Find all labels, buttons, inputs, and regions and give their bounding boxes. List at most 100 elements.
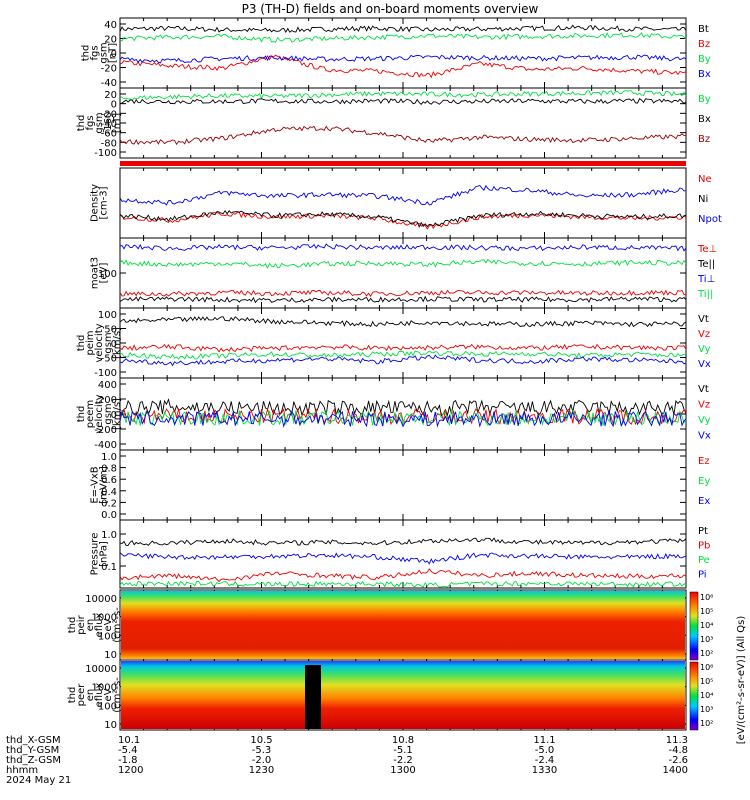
y-axis-label: thd <box>76 406 87 423</box>
y-tick-label: -400 <box>94 440 117 451</box>
series-line-Te|| <box>119 295 687 304</box>
footer-tick-label: -5.1 <box>393 745 413 756</box>
y-axis-label: E=-VxB <box>90 466 101 503</box>
legend-entry: Vy <box>698 415 711 426</box>
footer-tick-label: -5.3 <box>252 745 272 756</box>
colorbar-tick: 10⁴ <box>700 691 713 700</box>
footer-tick-label: 10.8 <box>392 735 414 746</box>
y-axis-label: peir <box>76 614 87 634</box>
y-tick-label: 0.0 <box>101 510 117 521</box>
panel-frame <box>119 449 687 521</box>
series-line-Npot <box>119 184 687 206</box>
series-line-Bz <box>119 54 687 79</box>
legend-entry: Bz <box>698 134 710 145</box>
legend-entry: Bt <box>698 24 709 35</box>
footer-row-label: thd_Z-GSM <box>6 755 61 766</box>
series-line-Vx <box>119 409 687 428</box>
legend-entry: Vt <box>698 314 709 325</box>
footer-tick-label: 1230 <box>249 765 274 776</box>
spectrogram <box>121 661 685 729</box>
series-line-Ne <box>119 211 687 230</box>
legend-entry: Pt <box>698 526 708 537</box>
y-axis-label: [km/s] <box>112 398 123 430</box>
y-tick-label: -40 <box>101 78 117 89</box>
mode-bar <box>120 161 686 166</box>
y-tick-label: 100 <box>98 701 117 712</box>
footer-tick-label: -5.4 <box>118 745 138 756</box>
figure-title: P3 (TH-D) fields and on-board moments ov… <box>242 2 539 16</box>
y-tick-label: 1.0 <box>101 530 117 541</box>
colorbar-tick: 10³ <box>700 705 713 714</box>
y-tick-label: 50 <box>104 325 117 336</box>
y-tick-label: 0.6 <box>101 475 117 486</box>
data-gap <box>305 665 321 729</box>
legend-entry: Vx <box>698 431 711 442</box>
colorbar-tick: 10³ <box>700 635 713 644</box>
footer-row-label: hhmm <box>6 765 38 776</box>
y-axis-label: fgs <box>85 115 96 130</box>
legend-entry: Ni <box>698 194 708 205</box>
y-axis-label: peem <box>85 400 96 428</box>
y-tick-label: 100 <box>98 631 117 642</box>
panel-frame <box>119 167 687 239</box>
footer-tick-label: -2.2 <box>393 755 413 766</box>
y-axis-label: en <box>85 689 96 702</box>
colorbar-bottom <box>689 661 699 731</box>
series-line-Vt <box>119 316 687 328</box>
footer-tick-label: -5.0 <box>535 745 555 756</box>
legend-entry: Ti|| <box>697 289 713 300</box>
y-tick-label: 0.8 <box>101 464 117 475</box>
y-tick-label: 1000 <box>92 683 117 694</box>
footer-tick-label: 1300 <box>390 765 415 776</box>
y-tick-label: -20 <box>101 64 117 75</box>
y-axis-label: [nT] <box>108 43 119 63</box>
y-tick-label: -40 <box>101 119 117 130</box>
y-tick-label: -200 <box>94 425 117 436</box>
footer-tick-label: 10.1 <box>118 735 140 746</box>
series-line-Pt <box>119 537 687 546</box>
y-axis-label: [mV/m] <box>99 466 110 504</box>
footer-row-label: thd_X-GSM <box>6 735 61 746</box>
series-line-Bx <box>119 98 687 105</box>
legend-entry: Bx <box>698 69 711 80</box>
colorbar-tick: 10⁵ <box>700 607 713 616</box>
y-tick-label: 10000 <box>85 664 117 675</box>
y-axis-label: eflux <box>94 683 105 708</box>
colorbar-tick: 10² <box>700 719 713 728</box>
y-axis-label: [cm-3] <box>99 186 110 219</box>
y-tick-label: 0 <box>111 49 117 60</box>
legend-entry: Ne <box>698 174 712 185</box>
footer-tick-label: 11.1 <box>533 735 555 746</box>
footer-tick-label: -2.4 <box>535 755 555 766</box>
footer-row-label: 2024 May 21 <box>6 775 71 786</box>
legend-entry: Vz <box>698 329 710 340</box>
footer-tick-label: -2.6 <box>668 755 688 766</box>
panels: thdfgsgsm[nT]40200-20-40BtBzByBxthdfgsgs… <box>67 17 722 731</box>
legend-entry: Ex <box>698 496 710 507</box>
panel-3: moat3[eV]100 Te⊥ Te|| Ti⊥ Ti|| <box>90 237 717 309</box>
footer-tick-label: 11.3 <box>666 735 688 746</box>
series-line-Pb <box>119 568 687 583</box>
legend-entry: Pi <box>698 570 707 581</box>
legend-entry: Vz <box>698 400 710 411</box>
series-line-By <box>119 90 687 101</box>
y-tick-label: 100 <box>98 310 117 321</box>
series-line-Bx <box>119 54 687 64</box>
y-axis-label: gsm <box>94 112 105 133</box>
y-tick-label: 10 <box>104 650 117 661</box>
y-tick-label: 1.0 <box>101 452 117 463</box>
legend-entry: Bz <box>698 39 710 50</box>
y-tick-label: 0.1 <box>101 562 117 573</box>
colorbar-tick: 10⁵ <box>700 677 713 686</box>
y-tick-label: -100 <box>94 368 117 379</box>
y-tick-label: 400 <box>98 380 117 391</box>
y-tick-label: -60 <box>101 129 117 140</box>
series-line-Vz <box>119 343 687 353</box>
colorbar-tick: 10⁴ <box>700 621 713 630</box>
footer-tick-label: -4.8 <box>668 745 688 756</box>
y-axis-label: [nT] <box>112 113 123 133</box>
colorbar-tick: 10² <box>700 649 713 658</box>
